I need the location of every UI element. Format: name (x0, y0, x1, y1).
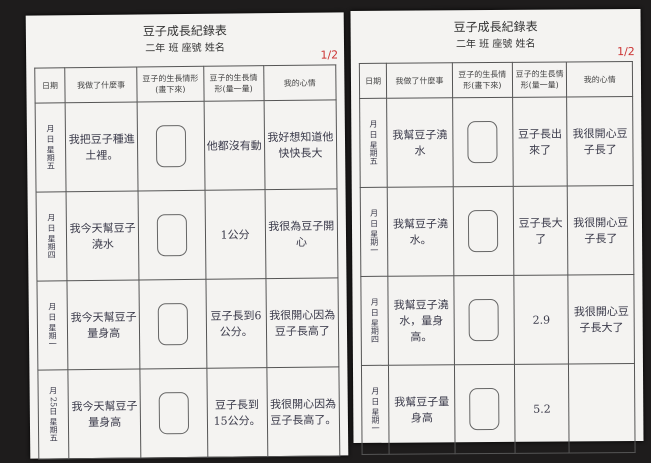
bean-drawing (467, 120, 498, 164)
date-cell: 月 日 星期一 (36, 280, 68, 371)
record-row: 月 日 星期一 我幫豆子澆水。 豆子長大了 我很開心豆子長了 (360, 185, 634, 277)
column-header: 我做了什麼事 (64, 67, 138, 103)
header-row: 日期 我做了什麼事 豆子的生長情形(畫下來) 豆子的生長情形(量一量) 我的心情 (34, 64, 337, 104)
drawing-cell (453, 275, 515, 365)
drawing-cell (140, 368, 208, 458)
record-row: 月 日 星期五 我幫豆子澆水 豆子長出來了 我很開心豆子長了 (359, 96, 634, 188)
column-header: 豆子的生長情形(畫下來) (137, 66, 204, 103)
column-header: 我做了什麼事 (386, 62, 453, 99)
measure-cell: 豆子長出來了 (512, 97, 568, 187)
mood-cell: 我好想知道他快快長大 (263, 99, 338, 190)
bean-drawing (157, 302, 189, 346)
record-row: 月 日 星期一 我今天幫豆子量身高 豆子長到6公分。 我很開心因為豆子長高了 (36, 277, 339, 371)
bean-drawing (156, 214, 188, 257)
score: 1/2 (320, 48, 339, 62)
drawing-cell (452, 97, 514, 187)
activity-cell: 我今天幫豆子量身高 (67, 280, 141, 370)
mood-cell (568, 363, 636, 453)
mood-cell: 我很開心豆子長了 (567, 185, 634, 276)
activity-cell: 我今天幫豆子澆水 (66, 191, 140, 281)
date-cell: 月 日 星期四 (36, 191, 68, 282)
bean-drawing (469, 387, 500, 431)
sheet-title: 豆子成長紀錄表 (453, 19, 538, 35)
measure-cell: 1公分 (204, 189, 266, 280)
activity-cell: 我幫豆子澆水，量身高。 (388, 275, 455, 366)
mood-cell: 我很開心因為豆子長高了。 (266, 366, 340, 457)
bean-drawing (158, 391, 190, 435)
mood-cell: 我很開心豆子長了 (567, 96, 634, 187)
record-row: 月 日 星期四 我今天幫豆子澆水 1公分 我很為豆子開心 (36, 188, 338, 282)
record-table: 日期 我做了什麼事 豆子的生長情形(畫下來) 豆子的生長情形(量一量) 我的心情月 日 … (34, 64, 340, 460)
column-header: 我的心情 (263, 64, 337, 101)
column-header: 豆子的生長情形(量一量) (512, 62, 568, 98)
sheet-subtitle: 二年 班 座號 姓名 (145, 42, 225, 55)
worksheet-page: 豆子成長紀錄表 二年 班 座號 姓名 1/2 日期 我做了什麼事 豆子的生長情形(畫下來)… (350, 8, 644, 455)
worksheet-page: 豆子成長紀錄表 二年 班 座號 姓名 1/2 日期 我做了什麼事 豆子的生長情形(畫下來)… (25, 12, 349, 460)
mood-cell: 我很開心因為豆子長高了 (265, 277, 339, 368)
date-cell: 月 日 星期一 (360, 187, 389, 277)
drawing-cell (139, 279, 207, 369)
date-cell: 月 日 星期一 (361, 365, 390, 455)
sheet-subtitle: 二年 班 座號 姓名 (455, 38, 536, 51)
record-row: 月 25日 星期五 我今天幫豆子量身高 豆子長到15公分。 我很開心因為豆子長高了。 (37, 366, 340, 460)
record-row: 月 日 星期四 我幫豆子澆水，量身高。 2.9 我很開心豆子長大了 (360, 274, 635, 366)
drawing-cell (453, 186, 514, 276)
bean-drawing (468, 298, 500, 342)
measure-cell: 豆子長到6公分。 (205, 278, 267, 369)
column-header: 豆子的生長情形(量一量) (203, 65, 264, 102)
activity-cell: 我把豆子種進土裡。 (65, 102, 139, 192)
drawing-cell (137, 101, 205, 192)
mood-cell: 我很開心豆子長大了 (568, 274, 635, 365)
date-cell: 月 日 星期五 (35, 102, 67, 193)
header-row: 日期 我做了什麼事 豆子的生長情形(畫下來) 豆子的生長情形(量一量) 我的心情 (359, 61, 633, 99)
record-row: 月 日 星期一 我幫豆子量身高 5.2 (361, 363, 636, 455)
activity-cell: 我今天幫豆子量身高 (67, 368, 142, 459)
column-header: 我的心情 (566, 61, 633, 98)
measure-cell: 豆子長到15公分。 (206, 367, 268, 458)
date-cell: 月 日 星期四 (360, 276, 389, 366)
column-header: 豆子的生長情形(畫下來) (452, 62, 513, 98)
mood-cell: 我很為豆子開心 (264, 188, 338, 279)
measure-cell: 2.9 (513, 275, 569, 365)
activity-cell: 我幫豆子量身高 (388, 364, 455, 455)
record-row: 月 日 星期五 我把豆子種進土裡。 他都沒有動 我好想知道他快快長大 (35, 99, 338, 193)
activity-cell: 我幫豆子澆水。 (387, 186, 454, 277)
record-table: 日期 我做了什麼事 豆子的生長情形(畫下來) 豆子的生長情形(量一量) 我的心情月 日 … (359, 61, 636, 455)
measure-cell: 他都沒有動 (203, 100, 265, 191)
column-header: 日期 (359, 63, 387, 99)
drawing-cell (138, 190, 206, 281)
drawing-cell (454, 364, 515, 454)
bean-drawing (155, 125, 187, 168)
measure-cell: 豆子長大了 (513, 186, 569, 276)
bean-drawing (468, 209, 499, 253)
date-cell: 月 日 星期五 (359, 98, 388, 188)
column-header: 日期 (34, 67, 66, 104)
score: 1/2 (617, 45, 635, 59)
date-cell: 月 25日 星期五 (37, 369, 69, 460)
activity-cell: 我幫豆子澆水 (386, 97, 454, 188)
measure-cell: 5.2 (514, 364, 570, 454)
